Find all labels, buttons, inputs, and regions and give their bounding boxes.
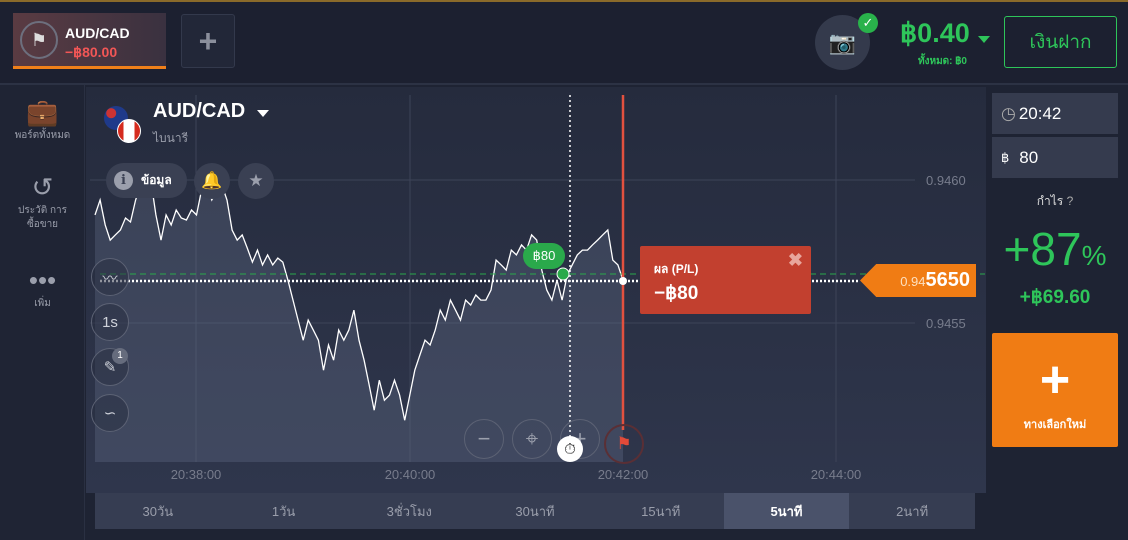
y-tick: 0.9455: [926, 316, 966, 331]
info-icon: i: [114, 171, 133, 190]
history-icon: ↺: [31, 172, 54, 202]
info-button[interactable]: i ข้อมูล: [106, 163, 187, 198]
pl-value: −฿80: [654, 283, 699, 304]
profit-percent-value: +87: [1003, 223, 1082, 275]
x-tick: 20:38:00: [170, 467, 222, 482]
current-price-dot: [619, 277, 627, 285]
x-tick: 20:42:00: [597, 467, 649, 482]
profit-label-text: กำไร: [1036, 194, 1064, 208]
sidebar-item-more[interactable]: ••• เพิ่ม: [0, 263, 85, 311]
sidebar-item-history[interactable]: ↺ ประวัติ การซื้อขาย: [0, 170, 85, 232]
new-option-label: ทางเลือกใหม่: [1023, 419, 1087, 431]
profit-percent: +87%: [992, 222, 1118, 276]
x-tick: 20:40:00: [384, 467, 436, 482]
star-icon[interactable]: ★: [238, 163, 274, 199]
close-icon[interactable]: ✖: [787, 250, 803, 270]
clock-icon: ◷: [1001, 103, 1016, 123]
sidebar-item-label: ประวัติ การซื้อขาย: [17, 205, 68, 230]
chevron-down-icon[interactable]: [978, 36, 990, 43]
sidebar-item-portfolio[interactable]: 💼 พอร์ตทั้งหมด: [0, 95, 85, 143]
deposit-button[interactable]: เงินฝาก: [1004, 16, 1117, 68]
asset-tab-value: −฿80.00: [65, 44, 118, 60]
draw-count-badge: 1: [112, 348, 128, 364]
profit-label: กำไร ?: [992, 192, 1118, 211]
x-tick: 20:44:00: [810, 467, 862, 482]
amount-field[interactable]: ฿ 80: [992, 137, 1118, 178]
checkered-flag-icon[interactable]: ⚑: [604, 424, 644, 464]
price-line: [94, 179, 624, 421]
period-tab[interactable]: 15นาที: [641, 503, 681, 519]
briefcase-icon: 💼: [26, 97, 59, 127]
period-tab[interactable]: 30นาที: [515, 503, 555, 519]
asset-tab-name: AUD/CAD: [65, 25, 130, 41]
period-tab[interactable]: 3ชั่วโมง: [386, 503, 432, 519]
balance-total: ทั้งหมด: ฿0: [918, 56, 967, 67]
period-tab[interactable]: 2นาที: [896, 503, 929, 519]
pencil-icon: ✎: [103, 359, 117, 376]
percent-sign: %: [1081, 240, 1107, 271]
period-tab[interactable]: 1วัน: [271, 503, 296, 519]
sidebar-item-label: เพิ่ม: [34, 298, 51, 309]
info-label: ข้อมูล: [141, 173, 172, 187]
check-icon: ✓: [858, 13, 878, 33]
account-balance[interactable]: ฿0.40: [900, 18, 970, 48]
sidebar-item-label: พอร์ตทั้งหมด: [14, 130, 71, 141]
expiry-time: 20:42: [1018, 103, 1062, 123]
asset-selector[interactable]: AUD/CAD: [153, 100, 246, 122]
pl-title: ผล (P/L): [654, 262, 699, 276]
indicator-icon: ∽: [103, 405, 117, 422]
price-area: [95, 180, 623, 462]
chevron-down-icon[interactable]: [257, 110, 269, 117]
option-type-label: ไบนารี: [153, 131, 189, 145]
expiry-time-field[interactable]: ◷ 20:42: [992, 93, 1118, 134]
crosshair-button[interactable]: ⌖: [512, 419, 552, 459]
entry-point-marker: [556, 267, 570, 281]
help-icon[interactable]: ?: [1066, 194, 1074, 208]
stopwatch-icon: ⏱: [557, 436, 583, 462]
checkered-flag-icon: ⚑: [20, 21, 58, 59]
chart-type-button[interactable]: 〰: [91, 258, 129, 296]
y-tick: 0.9460: [926, 173, 966, 188]
asset-tab-aud-cad[interactable]: ⚑ AUD/CAD −฿80.00: [13, 13, 166, 69]
add-asset-button[interactable]: +: [181, 14, 235, 68]
indicators-button[interactable]: ∽: [91, 394, 129, 432]
pl-panel: ผล (P/L) −฿80 ✖: [640, 246, 811, 314]
price-digits: 5650: [925, 269, 971, 291]
plus-icon: +: [1039, 351, 1071, 409]
bell-icon[interactable]: 🔔: [194, 163, 230, 199]
profit-amount: +฿69.60: [1019, 287, 1091, 308]
amount-value: 80: [1019, 147, 1039, 167]
currency-symbol: ฿: [1001, 149, 1010, 165]
sidebar: 💼 พอร์ตทั้งหมด ↺ ประวัติ การซื้อขาย ••• …: [0, 85, 85, 540]
zoom-out-button[interactable]: −: [464, 419, 504, 459]
bet-amount-badge: ฿80: [523, 243, 565, 269]
period-tab[interactable]: 30วัน: [142, 503, 174, 519]
more-icon: •••: [28, 265, 57, 295]
timeframe-button[interactable]: 1s: [91, 303, 129, 341]
period-selector: 30วัน 1วัน 3ชั่วโมง 30นาที 15นาที 5นาที 2นาที: [95, 493, 975, 529]
line-chart-icon: 〰: [102, 269, 118, 287]
new-option-button[interactable]: + ทางเลือกใหม่: [992, 333, 1118, 447]
price-prefix: 0.94: [900, 274, 926, 289]
canada-flag-icon: [117, 119, 141, 143]
period-tab[interactable]: 5นาที: [723, 493, 850, 529]
current-price-tag: 0.945650: [860, 264, 976, 297]
